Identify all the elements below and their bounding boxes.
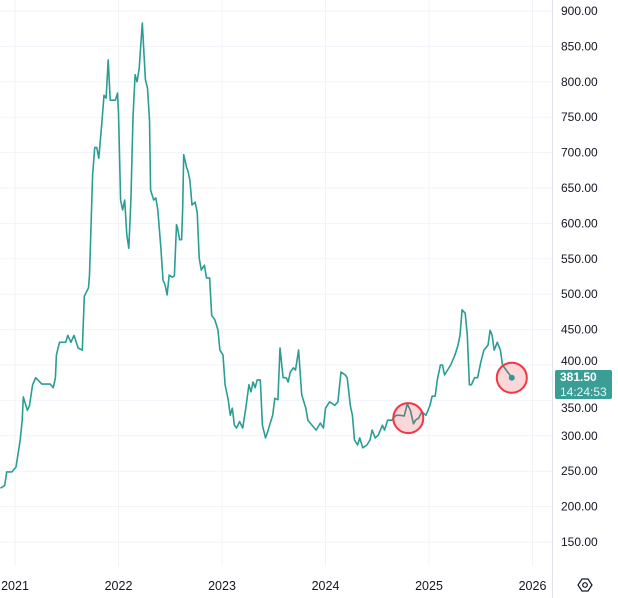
x-tick-label: 2021 xyxy=(1,579,29,593)
grid xyxy=(0,0,553,598)
last-price: 381.50 xyxy=(560,370,597,384)
y-tick-label: 800.00 xyxy=(561,75,598,89)
y-tick-label: 750.00 xyxy=(561,110,598,124)
price-line xyxy=(0,22,513,489)
y-tick-label: 450.00 xyxy=(561,323,598,337)
bar-countdown: 14:24:53 xyxy=(560,384,607,399)
y-tick-label: 350.00 xyxy=(561,401,598,415)
y-tick-label: 250.00 xyxy=(561,464,598,478)
y-tick-label: 500.00 xyxy=(561,287,598,301)
markers xyxy=(392,361,528,435)
y-tick-label: 300.00 xyxy=(561,429,598,443)
y-tick-label: 900.00 xyxy=(561,4,598,18)
y-axis[interactable]: 150.00 200.00 250.00 300.00 350.00 400.00 450.… xyxy=(561,4,598,549)
last-price-label: 381.50 14:24:53 xyxy=(555,370,612,399)
settings-hexagon-icon[interactable] xyxy=(577,577,593,593)
y-tick-label: 400.00 xyxy=(561,354,598,368)
y-tick-label: 650.00 xyxy=(561,181,598,195)
y-tick-label: 700.00 xyxy=(561,146,598,160)
y-tick-label: 550.00 xyxy=(561,252,598,266)
x-axis[interactable]: 2021 2022 2023 2024 2025 2026 xyxy=(1,579,546,593)
x-tick-label: 2026 xyxy=(519,579,547,593)
y-tick-label: 600.00 xyxy=(561,216,598,230)
x-tick-label: 2025 xyxy=(415,579,443,593)
x-tick-label: 2023 xyxy=(208,579,236,593)
x-tick-label: 2024 xyxy=(312,579,340,593)
last-point-dot xyxy=(508,374,515,381)
highlight-circle xyxy=(392,402,425,435)
y-tick-label: 200.00 xyxy=(561,500,598,514)
x-tick-label: 2022 xyxy=(105,579,133,593)
y-tick-label: 850.00 xyxy=(561,39,598,53)
y-tick-label: 150.00 xyxy=(561,535,598,549)
